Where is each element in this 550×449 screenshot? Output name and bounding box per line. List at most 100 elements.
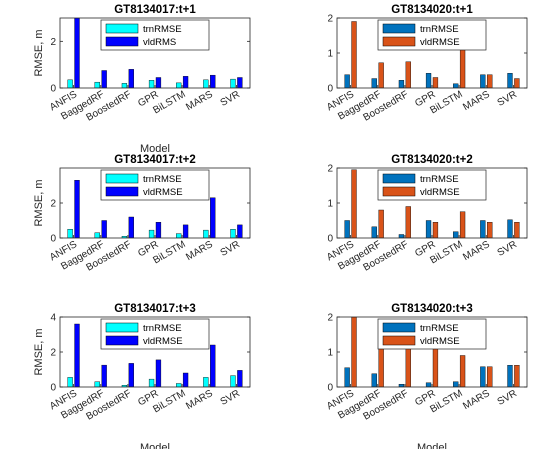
bar-vldRMSE-SVR <box>514 78 520 88</box>
bar-vldRMSE-ANFIS <box>351 317 357 387</box>
bar-trnRMSE-ANFIS <box>67 377 73 387</box>
bar-vldRMSE-ANFIS <box>351 21 357 88</box>
legend-label-vldRMSE: vldRMSE <box>420 336 460 347</box>
bars-group <box>67 18 243 88</box>
bar-trnRMSE-MARS <box>203 79 209 88</box>
legend-label-trnRMSE: trnRMSE <box>420 174 459 185</box>
bar-trnRMSE-BiLSTM <box>453 83 459 88</box>
bar-vldRMSE-GPR <box>155 222 162 238</box>
y-tick-label: 2 <box>50 348 56 359</box>
legend-swatch-vldRMSE <box>382 335 416 346</box>
bar-trnRMSE-BaggedRF <box>94 232 100 238</box>
bar-trnRMSE-GPR <box>425 220 432 238</box>
bar-vldRMSE-BoostedRF <box>128 216 134 238</box>
bar-vldRMSE-BaggedRF <box>378 348 384 387</box>
x-tick-label-MARS: MARS <box>184 89 215 113</box>
bar-trnRMSE-SVR <box>230 78 236 88</box>
bar-trnRMSE-ANFIS <box>67 229 73 238</box>
bar-trnRMSE-GPR <box>425 382 432 387</box>
x-tick-label-MARS: MARS <box>184 239 215 263</box>
bar-trnRMSE-MARS <box>480 74 486 88</box>
bar-trnRMSE-GPR <box>148 80 155 88</box>
x-tick-label-MARS: MARS <box>461 239 492 263</box>
bar-trnRMSE-BiLSTM <box>176 233 182 238</box>
bar-trnRMSE-BaggedRF <box>371 373 377 387</box>
x-tick-label-SVR: SVR <box>496 239 519 259</box>
legend: trnRMSE vldRMSE <box>100 169 210 201</box>
bar-trnRMSE-SVR <box>230 375 236 387</box>
bar-vldRMSE-BiLSTM <box>182 372 189 387</box>
bar-vldRMSE-BoostedRF <box>128 363 134 387</box>
bars-group <box>344 317 520 387</box>
legend-swatch-vldRMSE <box>382 186 416 197</box>
bar-trnRMSE-GPR <box>425 73 432 88</box>
bar-trnRMSE-BoostedRF <box>398 384 405 387</box>
bar-vldRMS-BoostedRF <box>128 69 134 88</box>
legend-label-vldRMSE: vldRMSE <box>420 187 460 198</box>
legend-label-trnRMSE: trnRMSE <box>143 174 182 185</box>
bar-trnRMSE-BaggedRF <box>371 226 377 238</box>
legend-swatch-vldRMS <box>105 36 139 47</box>
bar-trnRMSE-BaggedRF <box>94 81 100 88</box>
bar-vldRMSE-SVR <box>514 365 520 387</box>
bar-vldRMSE-MARS <box>487 366 493 387</box>
y-axis-label: RMSE, m <box>33 29 45 76</box>
bar-trnRMSE-BiLSTM <box>453 231 459 238</box>
y-axis-label: RMSE, m <box>33 179 45 226</box>
bar-trnRMSE-MARS <box>480 220 486 238</box>
legend-label-trnRMSE: trnRMSE <box>143 323 182 334</box>
bar-vldRMSE-BiLSTM <box>182 224 189 238</box>
x-tick-label-SVR: SVR <box>496 388 519 408</box>
legend: trnRMSE vldRMSE <box>377 19 487 51</box>
bar-vldRMSE-SVR <box>514 222 520 238</box>
x-axis-label: Model <box>140 442 170 449</box>
y-tick-label: 0 <box>327 234 333 245</box>
bar-vldRMSE-BaggedRF <box>101 220 107 238</box>
legend-swatch-trnRMSE <box>105 23 139 34</box>
x-tick-label-MARS: MARS <box>461 89 492 113</box>
bar-trnRMSE-BaggedRF <box>371 78 377 88</box>
legend-swatch-trnRMSE <box>382 23 416 34</box>
x-axis-label: Model <box>417 442 447 449</box>
chart-title: GT8134017:t+1 <box>114 4 196 16</box>
bar-trnRMSE-BoostedRF <box>398 80 405 88</box>
y-tick-label: 0 <box>50 234 56 245</box>
x-tick-label-SVR: SVR <box>219 388 242 408</box>
bar-vldRMSE-BaggedRF <box>378 62 384 88</box>
legend: trnRMSE vldRMSE <box>377 169 487 201</box>
bar-trnRMSE-BoostedRF <box>121 385 128 387</box>
x-tick-label-MARS: MARS <box>184 388 215 412</box>
y-tick-label: 0 <box>50 84 56 95</box>
bar-vldRMSE-BaggedRF <box>101 364 107 387</box>
bar-trnRMSE-BoostedRF <box>121 236 128 238</box>
y-tick-label: 0 <box>327 84 333 95</box>
bar-vldRMSE-BiLSTM <box>459 355 466 387</box>
bars-group <box>344 169 520 238</box>
bar-trnRMSE-BiLSTM <box>176 383 182 387</box>
y-tick-label: 2 <box>327 164 333 175</box>
legend-label-vldRMSE: vldRMSE <box>143 187 183 198</box>
bar-trnRMSE-GPR <box>148 378 155 387</box>
legend-swatch-vldRMSE <box>105 186 139 197</box>
bar-trnRMSE-SVR <box>507 219 513 238</box>
bar-trnRMSE-BiLSTM <box>176 82 182 88</box>
legend-swatch-trnRMSE <box>105 173 139 184</box>
y-tick-label: 2 <box>50 37 56 48</box>
x-tick-label-SVR: SVR <box>496 89 519 109</box>
bar-vldRMS-BiLSTM <box>182 76 189 88</box>
bar-trnRMSE-ANFIS <box>344 220 350 238</box>
y-tick-label: 4 <box>50 313 56 324</box>
bar-vldRMSE-SVR <box>237 224 243 238</box>
bar-vldRMSE-GPR <box>432 222 439 238</box>
bar-trnRMSE-SVR <box>230 229 236 238</box>
bar-vldRMSE-SVR <box>237 370 243 387</box>
legend: trnRMSE vldRMSE <box>100 318 210 350</box>
bars-group <box>344 21 520 88</box>
bar-trnRMSE-ANFIS <box>344 74 350 88</box>
legend-swatch-vldRMSE <box>382 36 416 47</box>
y-tick-label: 1 <box>327 49 333 60</box>
